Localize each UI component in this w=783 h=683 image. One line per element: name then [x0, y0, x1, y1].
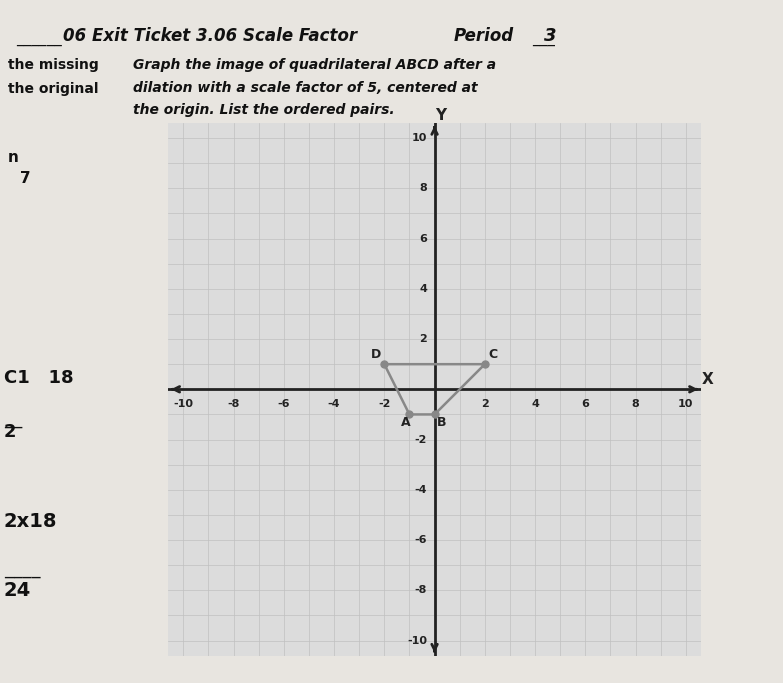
Text: __: __ [4, 410, 22, 428]
Text: -10: -10 [173, 400, 193, 409]
Text: -8: -8 [227, 400, 240, 409]
Text: -6: -6 [277, 400, 290, 409]
Text: the origin. List the ordered pairs.: the origin. List the ordered pairs. [133, 103, 395, 117]
Text: dilation with a scale factor of 5, centered at: dilation with a scale factor of 5, cente… [133, 81, 478, 94]
Text: 8: 8 [632, 400, 640, 409]
Text: 4: 4 [531, 400, 539, 409]
Text: 10: 10 [678, 400, 694, 409]
Text: 2: 2 [419, 334, 427, 344]
Text: Graph the image of quadrilateral ABCD after a: Graph the image of quadrilateral ABCD af… [133, 58, 496, 72]
Point [428, 409, 441, 420]
Text: ____: ____ [4, 560, 41, 578]
Text: D: D [370, 348, 381, 361]
Text: 3: 3 [544, 27, 557, 45]
Text: n: n [8, 150, 19, 165]
Text: B: B [437, 416, 446, 429]
Text: 06 Exit Ticket 3.06 Scale Factor: 06 Exit Ticket 3.06 Scale Factor [63, 27, 357, 45]
Point [478, 359, 491, 370]
Point [378, 359, 391, 370]
Point [403, 409, 416, 420]
Text: -8: -8 [415, 585, 427, 596]
Text: -2: -2 [378, 400, 391, 409]
Text: -10: -10 [407, 636, 427, 645]
Text: the missing: the missing [8, 58, 99, 72]
Text: A: A [401, 416, 410, 429]
Text: -6: -6 [414, 535, 427, 545]
Text: Period: Period [454, 27, 514, 45]
Text: 10: 10 [412, 133, 427, 143]
Text: C: C [489, 348, 498, 361]
Text: 2: 2 [4, 423, 16, 441]
Text: 6: 6 [419, 234, 427, 244]
Text: Y: Y [435, 108, 446, 123]
Text: ___: ___ [532, 31, 555, 46]
Text: -4: -4 [328, 400, 341, 409]
Text: 2: 2 [481, 400, 489, 409]
Text: the original: the original [8, 82, 99, 96]
Text: 7: 7 [20, 171, 31, 186]
Text: X: X [702, 372, 714, 387]
Text: 24: 24 [4, 581, 31, 600]
Text: 8: 8 [419, 183, 427, 193]
Text: -4: -4 [414, 485, 427, 494]
Text: -2: -2 [415, 434, 427, 445]
Text: 2x18: 2x18 [4, 512, 57, 531]
Text: 4: 4 [419, 284, 427, 294]
Text: ______: ______ [16, 31, 61, 46]
Text: 6: 6 [582, 400, 590, 409]
Text: C1   18: C1 18 [4, 369, 74, 387]
